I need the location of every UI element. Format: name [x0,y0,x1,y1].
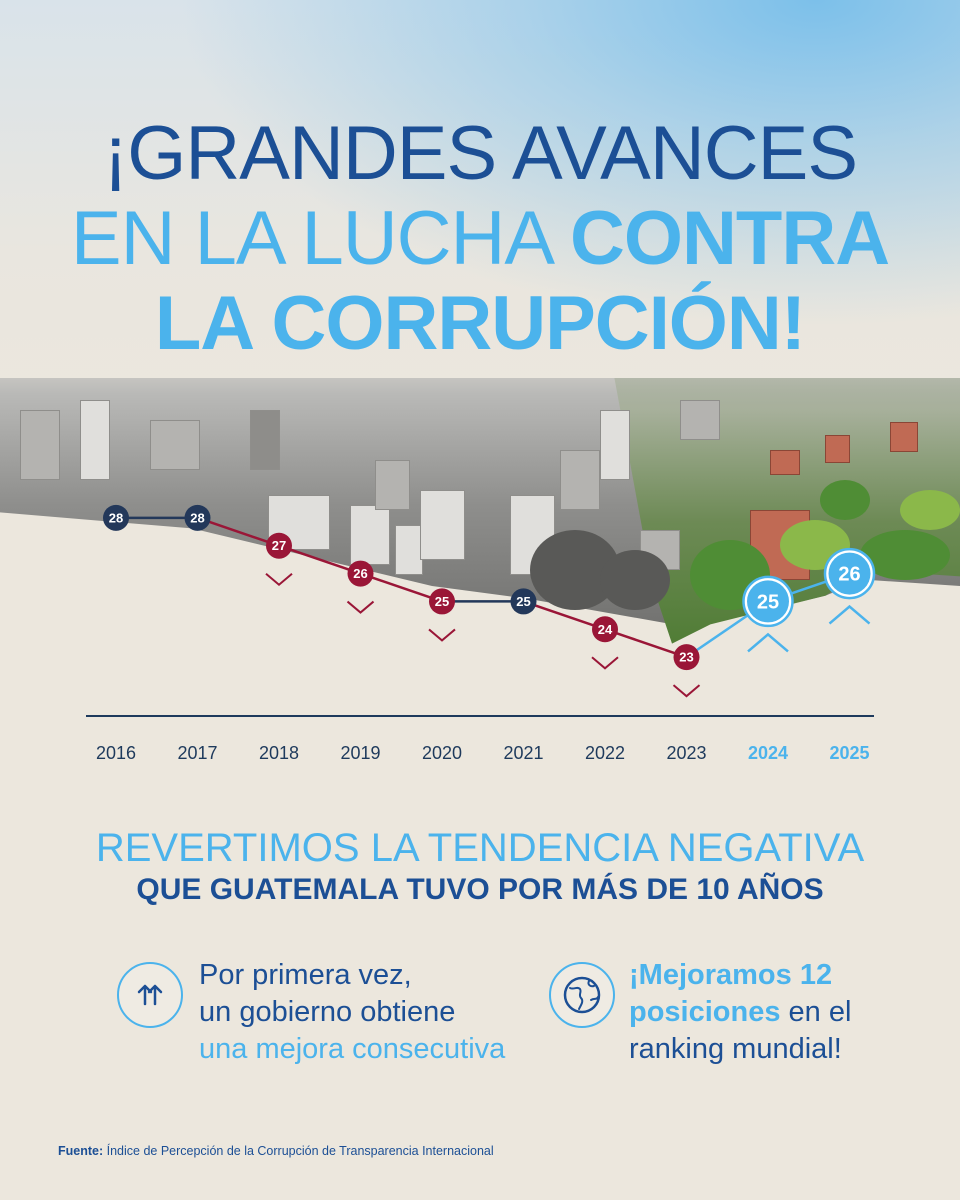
source-label: Fuente: [58,1144,104,1158]
series-line-segment [278,544,361,575]
series-line-segment [197,516,280,547]
headline-line-2-regular: EN LA LUCHA [70,196,551,281]
globe-icon [549,962,615,1028]
source-text: Índice de Percepción de la Corrupción de… [103,1144,494,1158]
data-point [266,532,292,559]
subtitle-line-1: REVERTIMOS LA TENDENCIA NEGATIVA [95,826,865,870]
data-point [673,644,700,671]
x-tick-label: 2018 [259,743,299,763]
series-line-segment [523,600,606,631]
data-label: 26 [353,566,367,581]
data-point [592,616,618,643]
data-point [747,580,789,623]
headline-line-1: ¡GRANDES AVANCES [102,111,858,196]
data-label: 28 [190,510,204,525]
data-label: 27 [272,538,286,553]
data-label: 28 [109,510,123,525]
feature-2-line-2-bold: posiciones [629,996,781,1028]
data-point [828,552,871,595]
x-tick-label: 2016 [96,743,136,763]
feature-1-line-1: Por primera vez, [199,959,412,991]
headline-line-2-bold: CONTRA [570,196,890,281]
decrease-chevron-icon [346,600,375,614]
series-line-segment [604,628,687,659]
increase-chevron-icon [747,632,789,653]
feature-2-line-3: ranking mundial! [629,1033,842,1065]
data-point [347,560,374,587]
increase-chevron-icon [828,604,871,625]
decrease-chevron-icon [428,628,456,642]
arrows-up-icon [117,962,183,1028]
city-photo [0,330,960,650]
sky-background [0,0,960,420]
feature-ranking: ¡Mejoramos 12 posiciones en el ranking m… [629,957,851,1068]
data-label: 23 [679,650,693,665]
data-point [184,504,211,531]
feature-first-time: Por primera vez, un gobierno obtiene una… [199,957,505,1068]
x-tick-label: 2021 [503,743,543,763]
feature-1-line-2: un gobierno obtiene [199,996,456,1028]
data-point [429,588,455,615]
source-note: Fuente: Índice de Percepción de la Corru… [58,1144,494,1158]
x-tick-label: 2020 [422,743,462,763]
feature-2-line-1: ¡Mejoramos 12 [629,959,833,991]
data-label: 25 [757,591,779,613]
decrease-chevron-icon [591,656,619,670]
data-label: 25 [516,594,530,609]
series-line-segment [360,572,443,603]
feature-2-line-2-rest: en el [780,996,852,1028]
subtitle-line-2: QUE GUATEMALA TUVO POR MÁS DE 10 AÑOS [136,873,824,906]
x-tick-label: 2022 [585,743,625,763]
headline-line-2: EN LA LUCHA CONTRA [0,195,960,282]
feature-2-line-2: posiciones en el [629,994,851,1031]
cpi-line-chart: 28 2016 28 2017 27 2018 26 2019 25 2020 25 2021 24 20… [86,504,876,763]
data-label: 25 [435,594,449,609]
feature-1-line-3: una mejora consecutiva [199,1033,506,1065]
data-label: 24 [598,622,613,637]
decrease-chevron-icon [672,684,701,698]
decrease-chevron-icon [265,572,293,587]
data-label: 26 [838,564,860,586]
x-tick-label: 2019 [340,743,380,763]
headline-line-3: LA CORRUPCIÓN! [154,281,806,366]
x-tick-label: 2025 [829,743,869,763]
data-point [103,504,129,531]
x-tick-label: 2017 [177,743,217,763]
x-tick-label: 2023 [666,743,706,763]
data-point [510,588,537,615]
x-tick-label: 2024 [748,743,788,763]
